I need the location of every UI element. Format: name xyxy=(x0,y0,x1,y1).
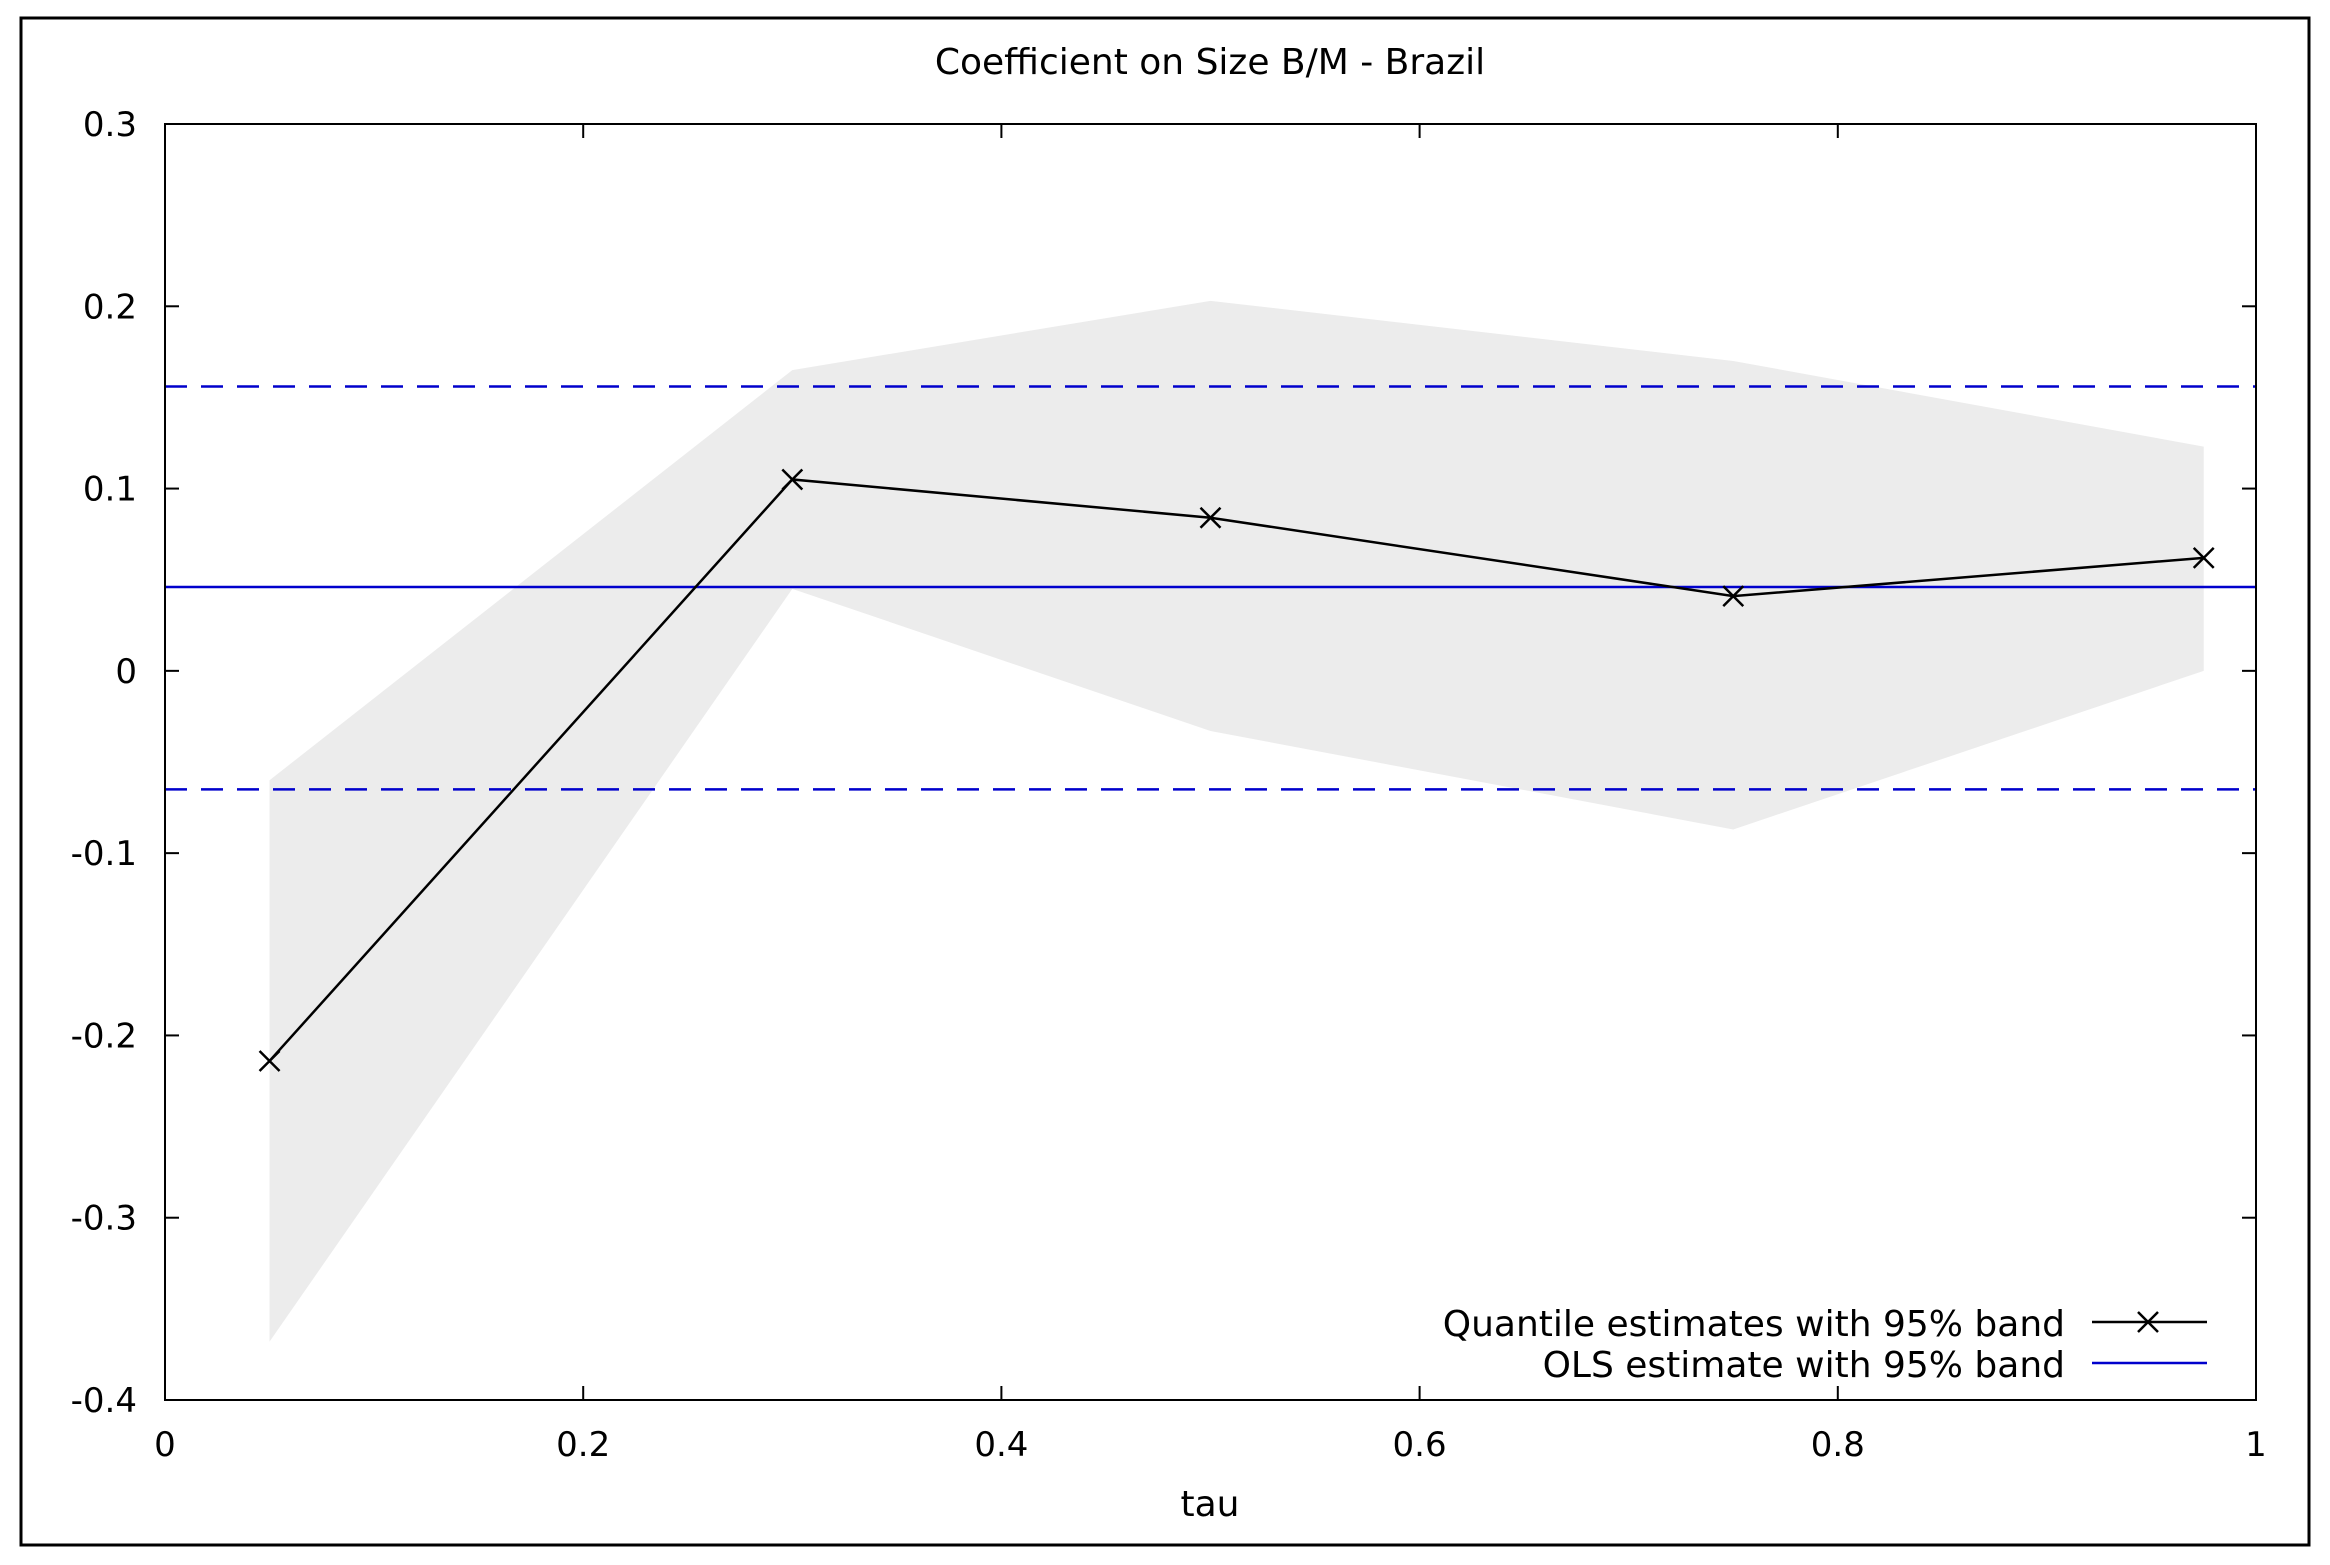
x-tick-label: 0.6 xyxy=(1393,1425,1447,1465)
y-tick-label: -0.2 xyxy=(71,1016,137,1056)
tick-layer: -0.4 -0.3 -0.2 -0.1 0 0.1 0.2 0.3 0 0.2 0.4 0.6 0.8 1 xyxy=(71,105,2267,1465)
legend-label-ols: OLS estimate with 95% band xyxy=(1543,1345,2065,1386)
x-tick-label: 0.8 xyxy=(1811,1425,1865,1465)
ols-layer xyxy=(165,385,2256,791)
legend: Quantile estimates with 95% band OLS est… xyxy=(1443,1304,2207,1386)
x-axis-title: tau xyxy=(1181,1484,1240,1525)
y-tick-label: 0.2 xyxy=(83,287,137,327)
y-tick-label: 0.1 xyxy=(83,470,137,510)
quantile-point-marker xyxy=(1722,585,1745,608)
y-tick-label: -0.1 xyxy=(71,834,137,874)
x-tick-label: 0 xyxy=(154,1425,176,1465)
y-tick-label: 0 xyxy=(115,652,137,692)
quantile-point-marker xyxy=(2192,546,2215,569)
x-tick-label: 0.4 xyxy=(974,1425,1028,1465)
x-tick-label: 0.2 xyxy=(556,1425,610,1465)
legend-label-quantile: Quantile estimates with 95% band xyxy=(1443,1304,2065,1345)
quantile-confidence-band xyxy=(269,300,2204,1342)
y-tick-label: 0.3 xyxy=(83,105,137,145)
quantile-point-marker xyxy=(258,1050,281,1072)
chart-title: Coefficient on Size B/M - Brazil xyxy=(935,42,1485,83)
x-tick-label: 1 xyxy=(2245,1425,2267,1465)
y-tick-label: -0.4 xyxy=(71,1381,137,1421)
plot-area-border xyxy=(164,123,2257,1401)
legend-marker-quantile xyxy=(2137,1311,2159,1333)
quantile-point-marker xyxy=(781,468,804,491)
quantile-point-marker xyxy=(1199,506,1222,529)
marker-layer xyxy=(258,468,2215,1072)
y-tick-label: -0.3 xyxy=(71,1199,137,1239)
band-layer xyxy=(269,300,2204,1342)
